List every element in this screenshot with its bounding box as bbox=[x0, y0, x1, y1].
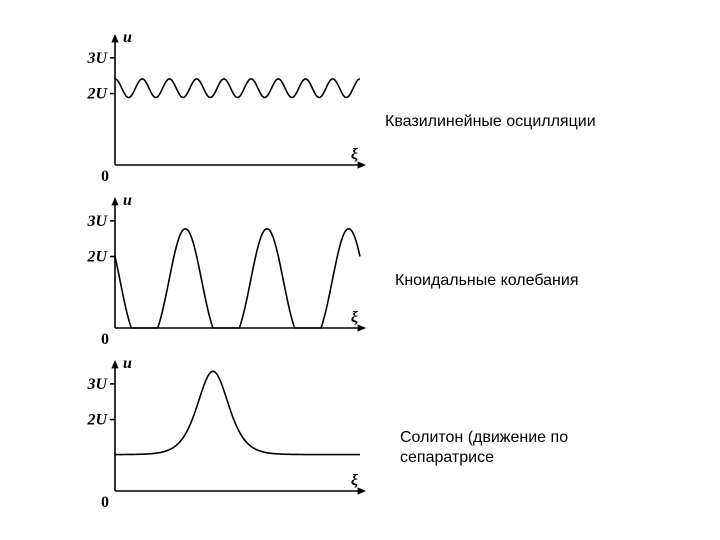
curve-soliton bbox=[115, 371, 360, 454]
y-axis-label: u bbox=[123, 30, 132, 46]
ytick-label: 3U bbox=[86, 50, 108, 67]
chart-svg: 2U 3U u ξ 0 bbox=[75, 193, 375, 348]
chart-svg: 2U 3U u ξ 0 bbox=[75, 30, 375, 185]
y-axis-label: u bbox=[123, 356, 132, 372]
x-axis-label: ξ bbox=[351, 146, 359, 163]
chart-svg: 2U 3U u ξ 0 bbox=[75, 356, 375, 511]
x-axis-label: ξ bbox=[351, 472, 359, 489]
ytick-label: 2U bbox=[86, 249, 108, 266]
x-axis-label: ξ bbox=[351, 309, 359, 326]
y-axis-label: u bbox=[123, 193, 132, 209]
caption-quasi: Квазилинейные осцилляции bbox=[385, 112, 596, 132]
ytick-label: 3U bbox=[86, 213, 108, 230]
curve-cnoidal bbox=[115, 229, 360, 328]
ytick-label: 3U bbox=[86, 376, 108, 393]
origin-label: 0 bbox=[101, 494, 109, 511]
chart-panel-quasi: 2U 3U u ξ 0 bbox=[75, 30, 375, 185]
origin-label: 0 bbox=[101, 331, 109, 348]
caption-cnoidal: Кноидальные колебания bbox=[395, 271, 579, 291]
chart-panel-cnoidal: 2U 3U u ξ 0 bbox=[75, 193, 375, 348]
origin-label: 0 bbox=[101, 168, 109, 185]
caption-soliton: Солитон (движение по сепаратрисе bbox=[400, 428, 660, 468]
chart-panel-soliton: 2U 3U u ξ 0 bbox=[75, 356, 375, 511]
ytick-label: 2U bbox=[86, 86, 108, 103]
curve-quasi bbox=[115, 79, 360, 98]
ytick-label: 2U bbox=[86, 412, 108, 429]
